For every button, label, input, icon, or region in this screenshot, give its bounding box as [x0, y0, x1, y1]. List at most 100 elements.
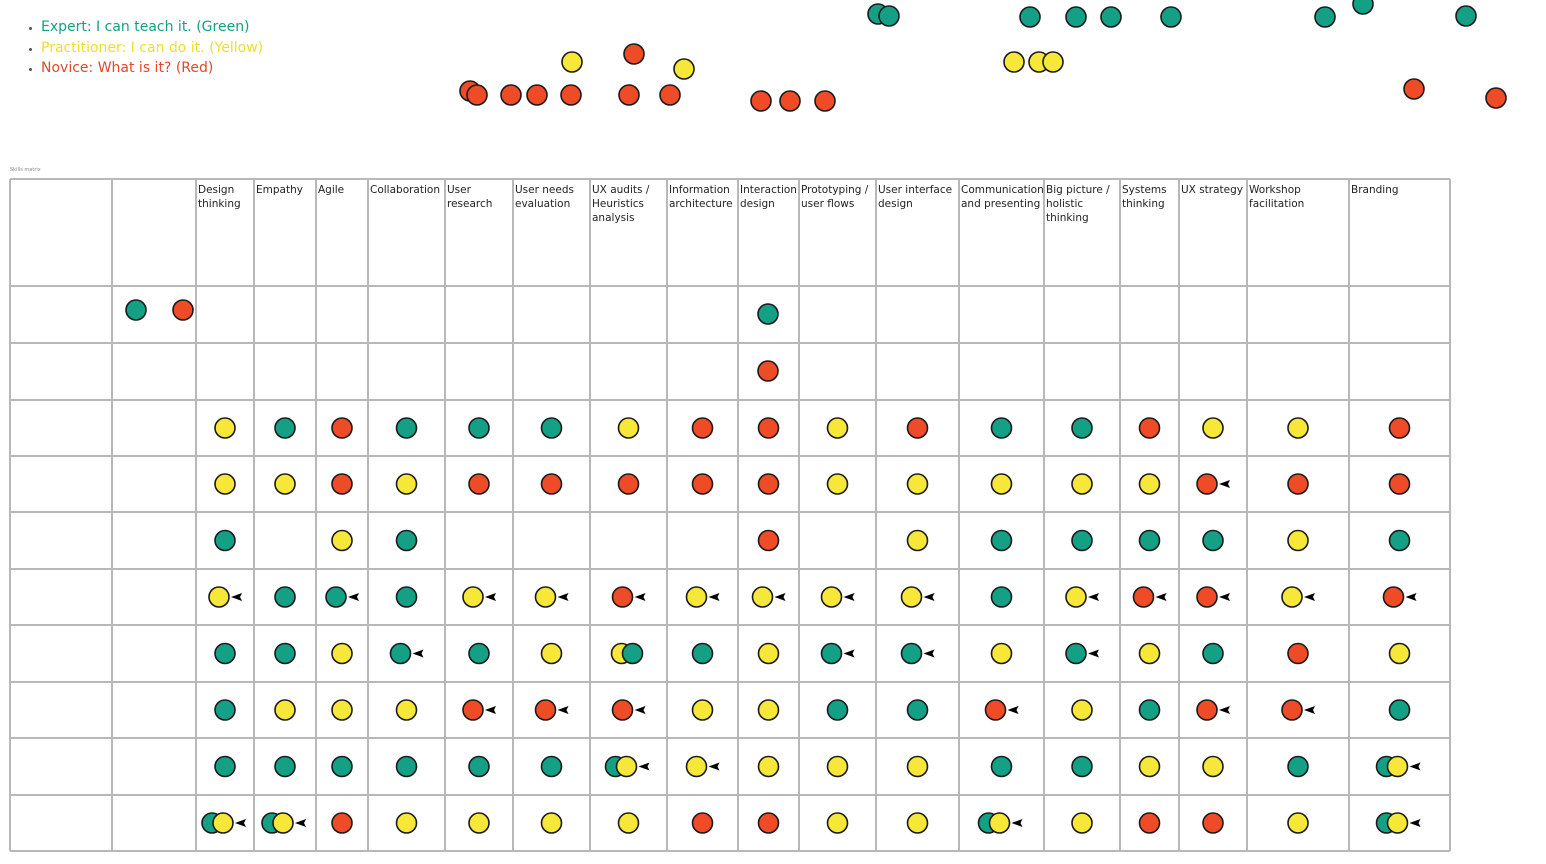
cursor-arrow — [1088, 649, 1099, 658]
sticker-dot — [1386, 812, 1409, 834]
sticker-dot — [1071, 473, 1093, 495]
sticker-dot — [906, 417, 929, 439]
sticker-dot — [990, 755, 1013, 778]
column-header: Communication and presenting — [961, 184, 1044, 210]
sticker-dot — [500, 84, 522, 106]
sticker-dot — [1138, 755, 1161, 778]
sticker-dot — [468, 812, 490, 834]
sticker-dot — [1065, 586, 1087, 608]
sticker-dot — [615, 755, 638, 778]
sticker-dot — [1403, 78, 1425, 100]
sticker-dot — [534, 699, 557, 721]
sticker-dot — [1042, 51, 1064, 73]
cursor-arrow — [485, 706, 496, 714]
column-header: Agile — [318, 184, 345, 196]
column-header: Collaboration — [370, 184, 440, 196]
sticker-dot — [125, 299, 147, 321]
sticker-dot — [779, 90, 801, 112]
sticker-dot — [1065, 6, 1087, 28]
cursor-arrow — [634, 706, 646, 714]
sticker-dot — [1388, 529, 1411, 552]
sticker-dot — [906, 529, 929, 552]
sticker-dot — [826, 755, 849, 778]
sticker-dot — [990, 642, 1013, 665]
sticker-dot — [1071, 529, 1093, 552]
sticker-dot — [214, 699, 236, 721]
sticker-dot — [750, 90, 772, 112]
sticker-dot — [540, 812, 563, 834]
cursor-arrow — [1011, 819, 1023, 827]
sticker-dot — [1455, 5, 1477, 27]
sticker-dot — [540, 755, 563, 778]
column-header: User interface design — [878, 184, 953, 210]
column-header: Empathy — [256, 184, 303, 196]
sticker-dot — [389, 642, 412, 665]
sticker-dot — [611, 586, 634, 608]
sticker-dot — [1138, 699, 1161, 721]
sticker-dot — [1382, 586, 1405, 608]
sticker-dot — [757, 360, 779, 382]
sticker-dot — [820, 586, 843, 608]
sticker-dot — [468, 642, 490, 665]
sticker-dot — [1281, 699, 1303, 721]
sticker-dot — [1138, 417, 1161, 439]
sticker-dot — [331, 642, 353, 665]
cursor-arrow — [1007, 706, 1019, 714]
sticker-dot — [906, 699, 929, 721]
sticker-dot — [214, 473, 236, 495]
sticker-dot — [395, 699, 418, 721]
sticker-dot — [906, 473, 929, 495]
sticker-dot — [900, 642, 923, 665]
cursor-arrow — [231, 593, 242, 601]
sticker-dot — [1138, 473, 1161, 495]
sticker-dot — [1100, 6, 1122, 28]
sticker-dot — [534, 586, 557, 608]
sticker-dot — [757, 755, 780, 778]
sticker-dot — [274, 642, 296, 665]
column-header: Systems thinking — [1122, 184, 1167, 210]
cursor-arrow — [557, 706, 569, 714]
sticker-dot — [1138, 529, 1161, 552]
sticker-dot — [331, 529, 353, 552]
sticker-dot — [685, 755, 708, 778]
column-header: UX strategy — [1181, 184, 1244, 196]
sticker-dot — [611, 699, 634, 721]
sticker-dot — [691, 812, 714, 834]
sticker-dot — [395, 812, 418, 834]
sticker-dot — [331, 417, 353, 439]
cursor-arrow — [1088, 593, 1099, 601]
sticker-dot — [757, 303, 779, 325]
sticker-dot — [826, 699, 849, 721]
sticker-dot — [1071, 699, 1093, 721]
sticker-dot — [900, 586, 923, 608]
sticker-dot — [1138, 642, 1161, 665]
sticker-dot — [826, 473, 849, 495]
sticker-dot — [757, 642, 780, 665]
sticker-dot — [214, 529, 236, 552]
sticker-dot — [274, 699, 296, 721]
column-header: Workshop facilitation — [1249, 184, 1305, 210]
column-header: User research — [447, 184, 493, 210]
sticker-dot — [468, 755, 490, 778]
sticker-dot — [691, 699, 714, 721]
sticker-dot — [659, 84, 681, 106]
cursor-arrow — [1409, 819, 1421, 827]
sticker-dot — [212, 812, 234, 834]
sticker-dot — [214, 755, 236, 778]
sticker-dot — [906, 812, 929, 834]
sticker-dot — [691, 642, 714, 665]
sticker-dot — [691, 473, 714, 495]
sticker-dot — [1281, 586, 1303, 608]
sticker-dot — [685, 586, 708, 608]
cursor-arrow — [1155, 593, 1167, 601]
sticker-dot — [988, 812, 1011, 834]
sticker-dot — [462, 699, 484, 721]
sticker-dot — [617, 812, 640, 834]
sticker-dot — [208, 586, 230, 608]
sticker-dot — [1202, 417, 1224, 439]
sticker-dot — [274, 417, 296, 439]
matrix-title: Skills matrix — [10, 167, 41, 173]
sticker-dot — [814, 90, 836, 112]
column-header: UX audits / Heuristics analysis — [592, 184, 650, 224]
